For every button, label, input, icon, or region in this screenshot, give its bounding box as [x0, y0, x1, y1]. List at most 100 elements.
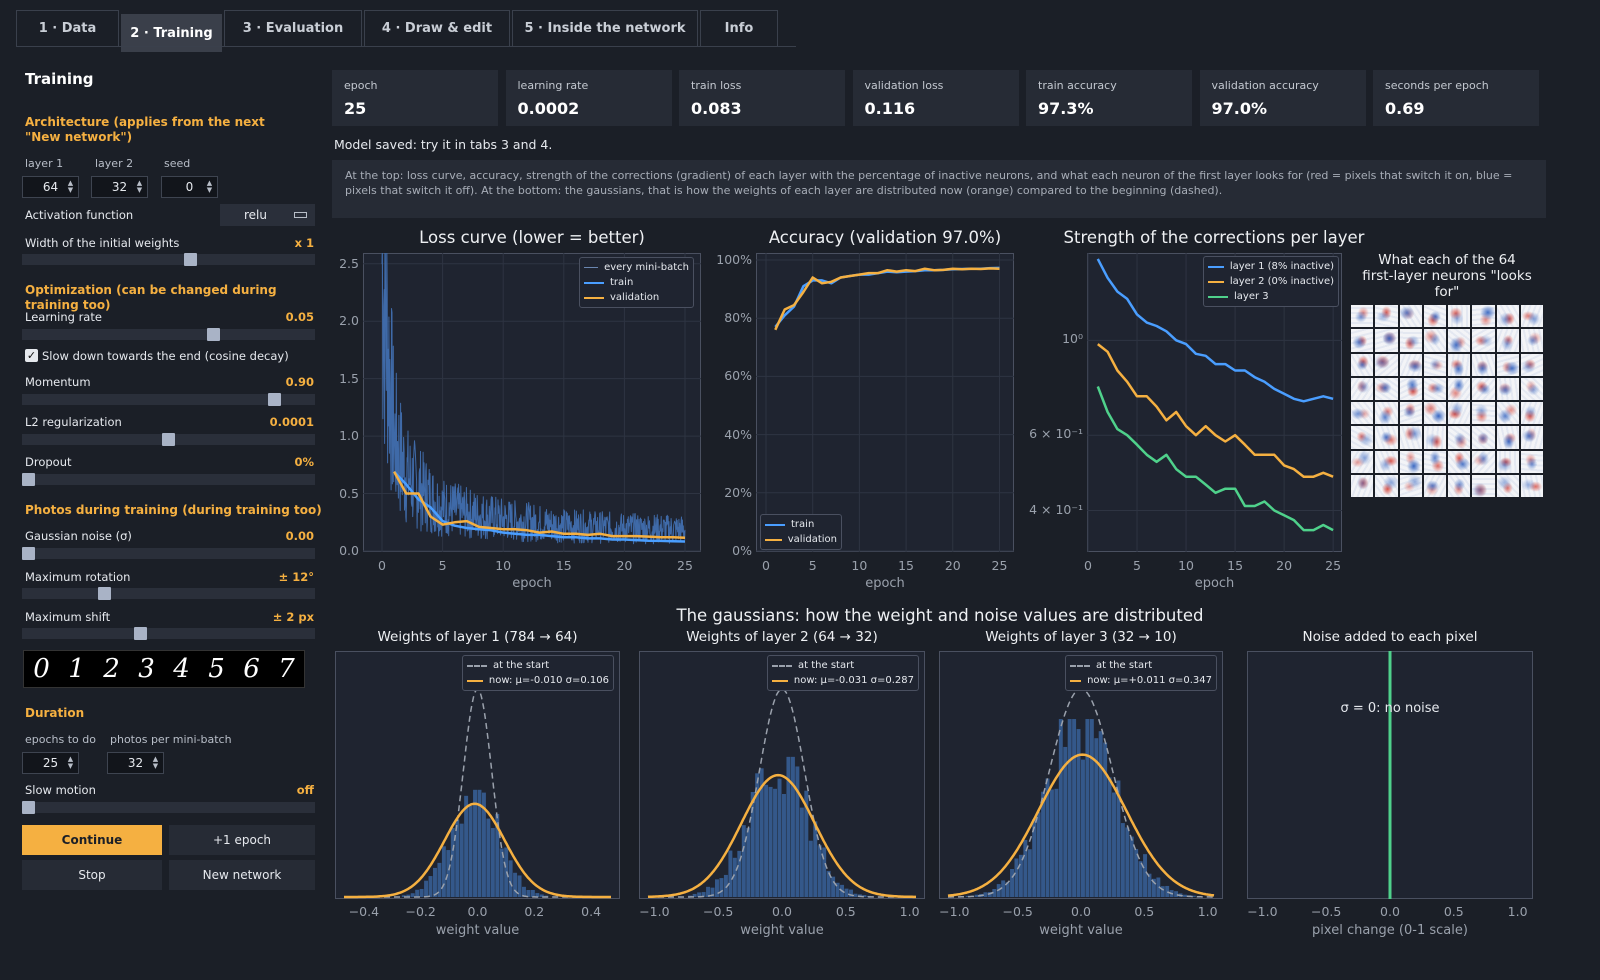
continue-button[interactable]: Continue — [22, 825, 162, 855]
layer2-input[interactable]: 32 ▲ ▼ — [91, 176, 148, 198]
tab-draw-edit[interactable]: 4 · Draw & edit — [364, 10, 510, 46]
slider-thumb[interactable] — [184, 253, 198, 266]
hist-bar — [1010, 868, 1014, 897]
hist-bar — [1125, 827, 1130, 897]
noise-slider[interactable] — [22, 547, 315, 560]
stop-button[interactable]: Stop — [22, 860, 162, 890]
accuracy-chart — [756, 253, 1014, 552]
slider-thumb[interactable] — [22, 801, 35, 814]
hist-bar — [1156, 877, 1161, 897]
metric-card-train-loss: train loss 0.083 — [679, 70, 845, 126]
hist-bar — [517, 875, 522, 897]
hist-bar — [410, 893, 415, 897]
init-width-slider[interactable] — [22, 253, 315, 266]
x-tick-label: 0.2 — [524, 904, 545, 919]
metric-label: learning rate — [517, 79, 589, 92]
hist-bar — [759, 768, 764, 897]
sidebar-title: Training — [25, 70, 94, 88]
stepper-arrows-icon[interactable]: ▲ ▼ — [206, 179, 213, 194]
hist-bar — [987, 892, 992, 897]
hist-bar — [786, 756, 791, 897]
x-tick-label: 0.5 — [1134, 904, 1155, 919]
seed-input[interactable]: 0 ▲ ▼ — [161, 176, 218, 198]
legend-swatch — [1208, 265, 1224, 268]
slider-thumb[interactable] — [134, 627, 147, 640]
neuron-filter — [1351, 377, 1374, 400]
hist-bar — [692, 893, 697, 897]
legend-swatch — [765, 538, 782, 541]
neuron-filter — [1399, 450, 1422, 473]
hist-layer3-plot — [947, 688, 1215, 898]
tab-data[interactable]: 1 · Data — [16, 10, 119, 46]
chart-legend: train validation — [760, 514, 842, 550]
rotation-slider[interactable] — [22, 587, 315, 600]
hist-bar — [1067, 719, 1072, 897]
legend-label: validation — [787, 534, 837, 545]
hist-bar — [831, 876, 836, 897]
momentum-slider[interactable] — [22, 393, 315, 406]
l2-slider[interactable] — [22, 433, 315, 446]
shift-slider[interactable] — [22, 627, 315, 640]
dropout-slider[interactable] — [22, 473, 315, 486]
legend-swatch — [584, 296, 604, 299]
tab-training[interactable]: 2 · Training — [121, 14, 222, 52]
slider-thumb[interactable] — [162, 433, 175, 446]
x-tick-label: 10 — [1178, 558, 1194, 573]
batch-input[interactable]: 32 ▲ ▼ — [107, 752, 164, 774]
y-tick-label: 6 × 10⁻¹ — [1029, 426, 1083, 442]
hist-bar — [719, 878, 724, 897]
first-layer-neurons-grid — [1351, 305, 1543, 497]
stepper-arrows-icon[interactable]: ▲ ▼ — [67, 179, 74, 194]
stepper-arrows-icon[interactable]: ▲ ▼ — [136, 179, 143, 194]
x-tick-label: 15 — [1227, 558, 1244, 573]
x-tick-label: 0 — [1084, 558, 1092, 573]
tab-evaluation[interactable]: 3 · Evaluation — [224, 10, 362, 46]
lr-slider[interactable] — [22, 328, 315, 341]
tab-info[interactable]: Info — [700, 10, 778, 46]
x-tick-label: 5 — [1133, 558, 1141, 573]
loss-chart — [363, 253, 701, 552]
stepper-arrows-icon[interactable]: ▲ ▼ — [152, 755, 159, 770]
neuron-filter — [1423, 353, 1446, 376]
slowmo-slider[interactable] — [22, 801, 315, 814]
hist-bar — [1001, 880, 1006, 897]
neuron-filter — [1399, 426, 1422, 449]
legend-label: layer 1 (8% inactive) — [1229, 261, 1334, 272]
hist-bar — [826, 870, 831, 897]
dropdown-icon — [294, 212, 307, 218]
x-tick-label: 15 — [898, 558, 915, 573]
hist-bar — [795, 766, 800, 897]
tab-bar: 1 · Data 2 · Training 3 · Evaluation 4 ·… — [16, 10, 780, 52]
hist-bar — [835, 882, 840, 897]
neuron-filter — [1375, 450, 1398, 473]
slowmo-label: Slow motion — [25, 783, 96, 797]
hist-bar — [1165, 885, 1170, 897]
hist-bar — [1089, 719, 1094, 897]
slider-thumb[interactable] — [206, 328, 220, 341]
hist-bar — [1018, 854, 1023, 897]
cosine-checkbox[interactable]: ✓ — [25, 349, 38, 362]
hist-bar — [415, 889, 420, 897]
hist-bar — [526, 889, 531, 897]
neuron-filter — [1448, 450, 1471, 473]
tab-inside-network[interactable]: 5 · Inside the network — [512, 10, 698, 46]
slider-thumb[interactable] — [97, 587, 111, 600]
epochs-input[interactable]: 25 ▲ ▼ — [22, 752, 79, 774]
momentum-label: Momentum — [25, 375, 91, 389]
rotation-value: ± 12° — [278, 570, 314, 584]
new-network-button[interactable]: New network — [169, 860, 315, 890]
neuron-filter — [1375, 329, 1398, 352]
slider-thumb[interactable] — [22, 473, 35, 486]
hist-bar — [1049, 789, 1054, 897]
chart-legend: at the start now: μ=-0.031 σ=0.287 — [767, 655, 919, 691]
hist-bar — [1058, 719, 1063, 897]
plus-epoch-button[interactable]: +1 epoch — [169, 825, 315, 855]
layer1-input[interactable]: 64 ▲ ▼ — [22, 176, 79, 198]
neuron-filter — [1496, 377, 1519, 400]
slider-thumb[interactable] — [268, 393, 282, 406]
activation-select[interactable]: relu — [220, 204, 315, 226]
slider-thumb[interactable] — [22, 547, 35, 560]
neuron-filter — [1351, 353, 1374, 376]
stepper-arrows-icon[interactable]: ▲ ▼ — [67, 755, 74, 770]
hist-bar — [1072, 719, 1077, 897]
